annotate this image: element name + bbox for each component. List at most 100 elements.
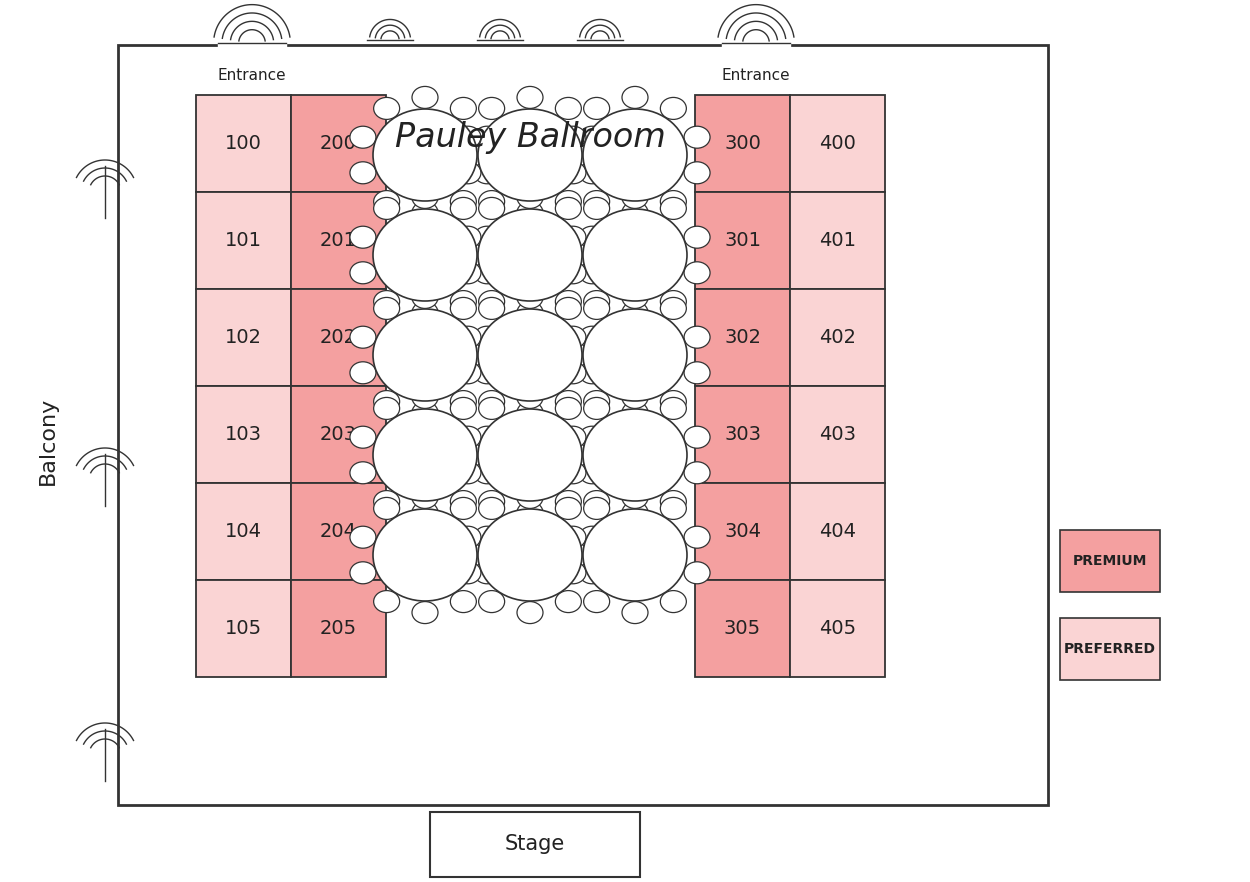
Ellipse shape <box>474 426 500 448</box>
Ellipse shape <box>455 226 481 248</box>
Bar <box>790 580 885 677</box>
Ellipse shape <box>374 290 400 312</box>
Text: PREMIUM: PREMIUM <box>1072 554 1148 568</box>
Ellipse shape <box>660 591 686 613</box>
Ellipse shape <box>455 562 481 584</box>
Ellipse shape <box>474 362 500 384</box>
Bar <box>695 289 790 386</box>
Ellipse shape <box>372 209 478 301</box>
Bar <box>118 45 1048 805</box>
Bar <box>196 192 291 289</box>
Text: 100: 100 <box>225 134 262 153</box>
Ellipse shape <box>622 602 648 624</box>
Bar <box>196 483 291 580</box>
Text: 101: 101 <box>225 231 262 250</box>
Ellipse shape <box>560 226 586 248</box>
Ellipse shape <box>660 198 686 220</box>
Text: Entrance: Entrance <box>217 68 286 83</box>
Ellipse shape <box>584 497 610 519</box>
Bar <box>695 192 790 289</box>
Text: Balcony: Balcony <box>38 397 58 485</box>
Bar <box>790 95 885 192</box>
Ellipse shape <box>474 262 500 284</box>
Bar <box>291 483 386 580</box>
Ellipse shape <box>474 126 500 148</box>
Text: Entrance: Entrance <box>721 68 790 83</box>
Text: 401: 401 <box>819 231 856 250</box>
Bar <box>1060 618 1160 680</box>
Ellipse shape <box>555 97 581 119</box>
Ellipse shape <box>622 401 648 423</box>
Ellipse shape <box>684 462 710 484</box>
Bar <box>196 386 291 483</box>
Ellipse shape <box>412 602 437 624</box>
Ellipse shape <box>450 191 476 213</box>
Ellipse shape <box>584 391 610 413</box>
Ellipse shape <box>474 226 500 248</box>
Ellipse shape <box>660 398 686 420</box>
Bar <box>790 386 885 483</box>
Bar <box>291 95 386 192</box>
Ellipse shape <box>455 362 481 384</box>
Ellipse shape <box>622 287 648 309</box>
Ellipse shape <box>374 191 400 213</box>
Ellipse shape <box>350 326 376 348</box>
Ellipse shape <box>374 198 400 220</box>
Ellipse shape <box>660 391 686 413</box>
Ellipse shape <box>622 186 648 208</box>
Ellipse shape <box>622 486 648 508</box>
Ellipse shape <box>560 326 586 348</box>
Ellipse shape <box>478 109 582 201</box>
Ellipse shape <box>579 226 605 248</box>
Bar <box>790 192 885 289</box>
Bar <box>291 386 386 483</box>
Text: 204: 204 <box>320 522 357 541</box>
Ellipse shape <box>372 409 478 501</box>
Ellipse shape <box>374 297 400 319</box>
Ellipse shape <box>479 490 505 512</box>
Ellipse shape <box>622 202 648 223</box>
Ellipse shape <box>374 97 400 119</box>
Text: 102: 102 <box>225 328 262 347</box>
Ellipse shape <box>582 109 688 201</box>
Ellipse shape <box>455 462 481 484</box>
Ellipse shape <box>374 391 400 413</box>
Ellipse shape <box>518 287 542 309</box>
Ellipse shape <box>518 202 542 223</box>
Ellipse shape <box>579 161 605 183</box>
Ellipse shape <box>555 198 581 220</box>
Ellipse shape <box>582 409 688 501</box>
Ellipse shape <box>579 562 605 584</box>
Ellipse shape <box>660 97 686 119</box>
Text: 205: 205 <box>320 619 357 638</box>
Ellipse shape <box>560 262 586 284</box>
Bar <box>790 483 885 580</box>
Text: 103: 103 <box>225 425 262 444</box>
Ellipse shape <box>455 161 481 183</box>
Ellipse shape <box>584 591 610 613</box>
Ellipse shape <box>660 497 686 519</box>
Ellipse shape <box>518 86 542 108</box>
Ellipse shape <box>660 297 686 319</box>
Ellipse shape <box>479 290 505 312</box>
Text: 202: 202 <box>320 328 357 347</box>
Text: 200: 200 <box>320 134 357 153</box>
Ellipse shape <box>350 161 376 183</box>
Ellipse shape <box>584 490 610 512</box>
Ellipse shape <box>684 362 710 384</box>
Bar <box>695 386 790 483</box>
Ellipse shape <box>412 202 437 223</box>
Bar <box>196 95 291 192</box>
Ellipse shape <box>412 302 437 324</box>
Ellipse shape <box>479 591 505 613</box>
Text: 303: 303 <box>724 425 761 444</box>
Ellipse shape <box>684 161 710 183</box>
Ellipse shape <box>518 401 542 423</box>
Ellipse shape <box>412 287 437 309</box>
Bar <box>291 192 386 289</box>
Ellipse shape <box>622 86 648 108</box>
Ellipse shape <box>684 527 710 549</box>
Ellipse shape <box>450 591 476 613</box>
Ellipse shape <box>450 490 476 512</box>
Ellipse shape <box>412 502 437 524</box>
